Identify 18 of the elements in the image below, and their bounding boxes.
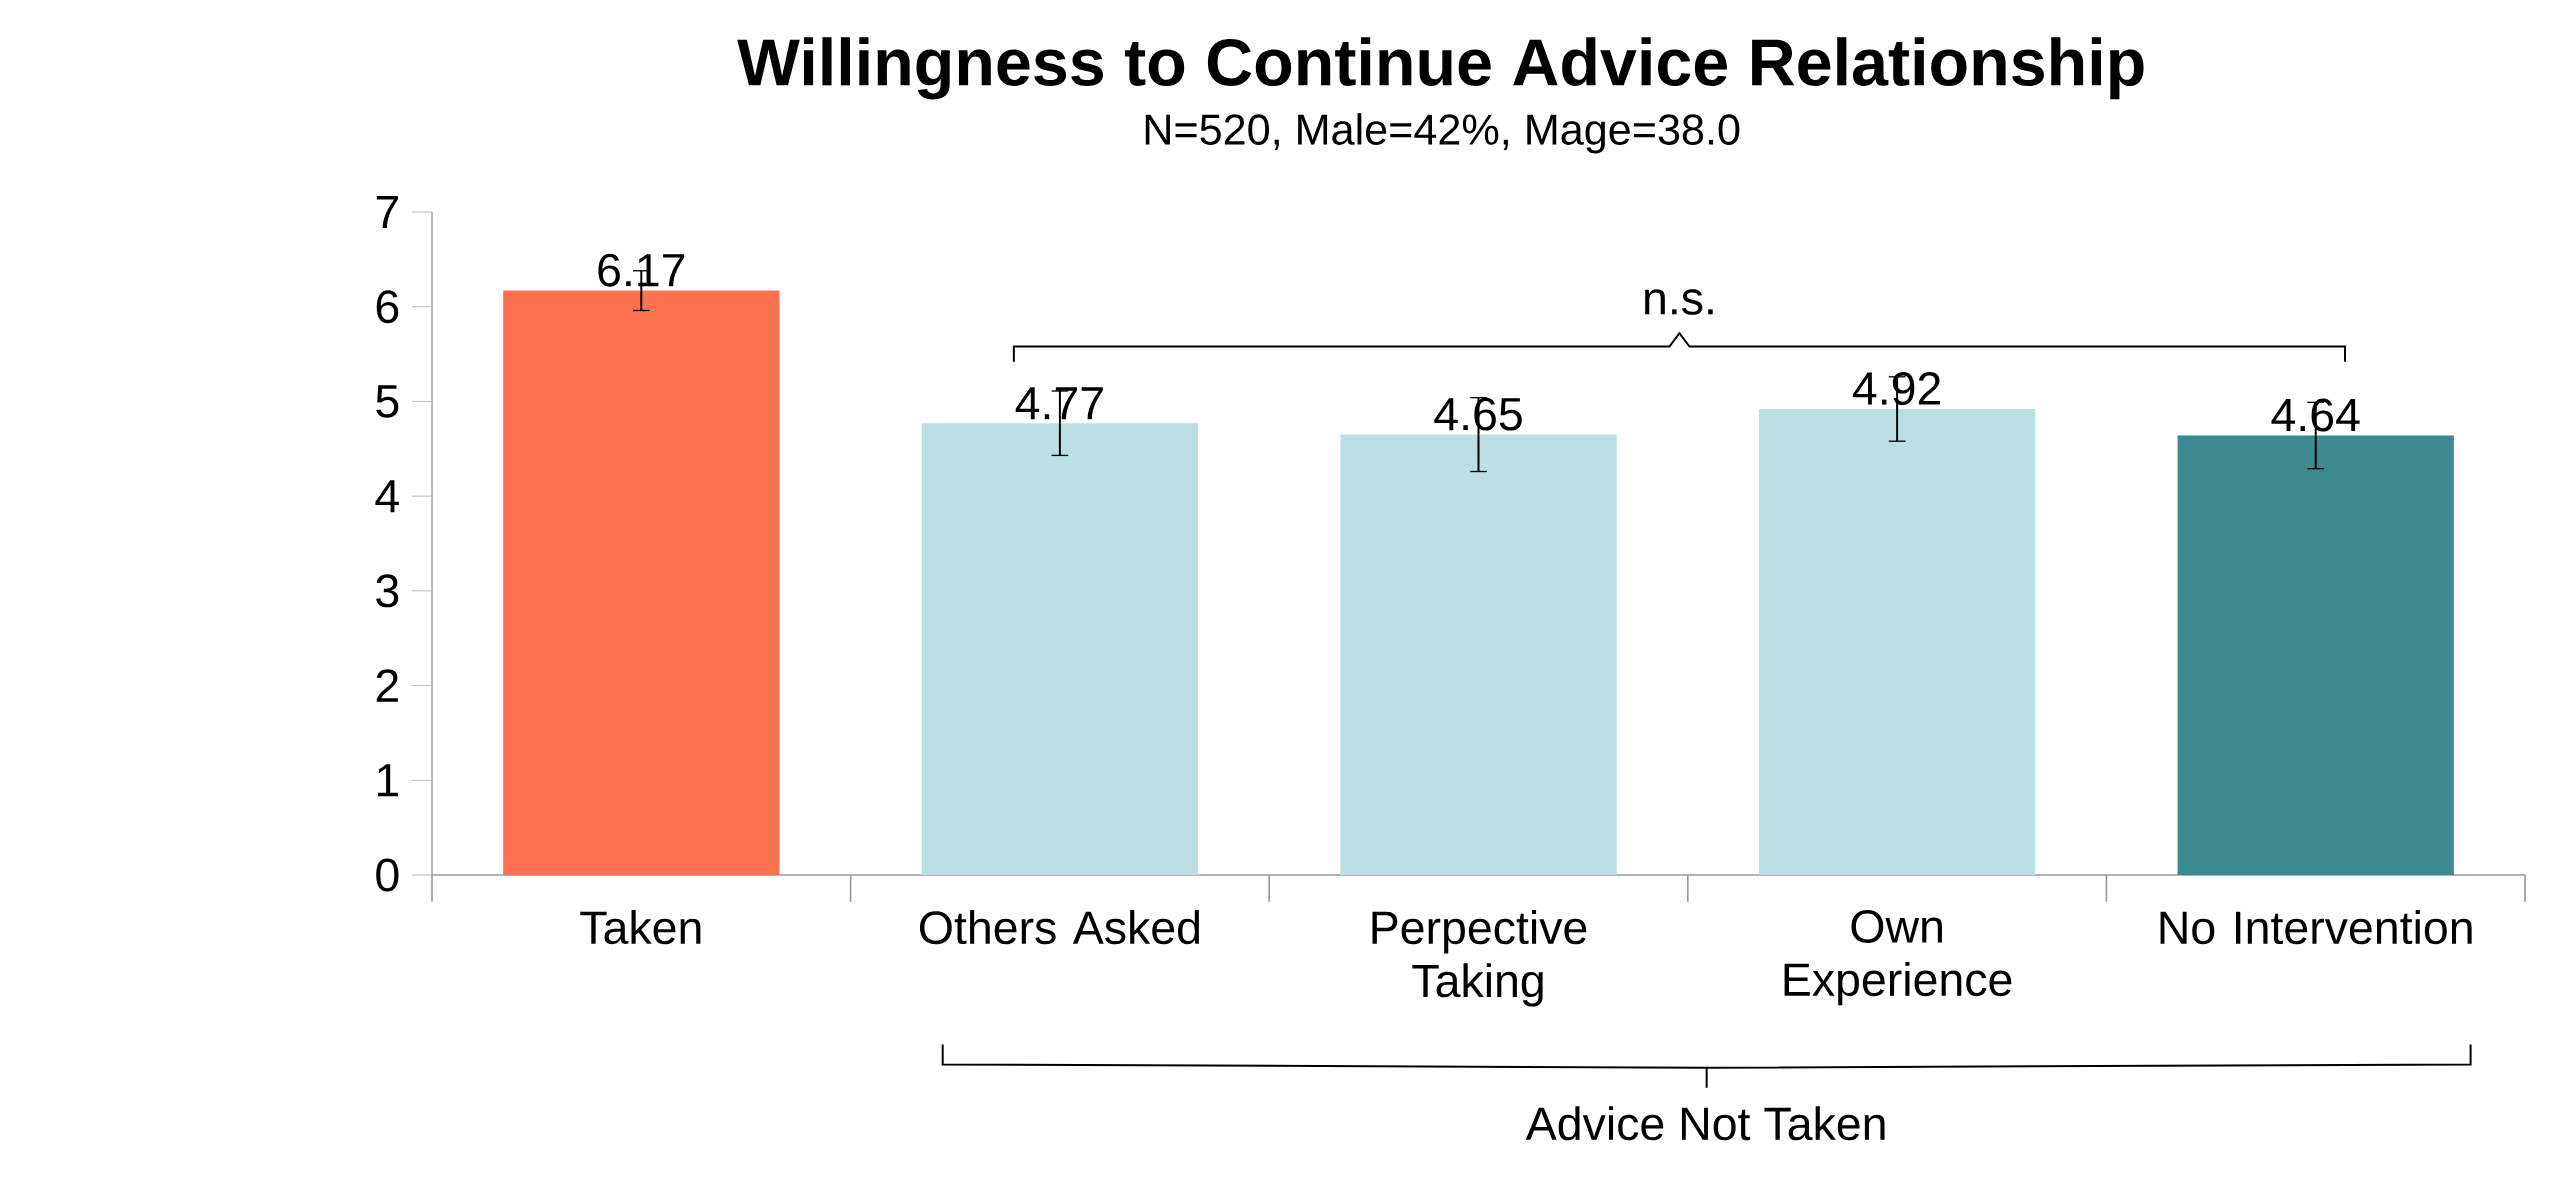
y-tick-label: 1 xyxy=(377,764,398,797)
y-tick-label: 3 xyxy=(376,574,399,608)
x-tick-label: Perpective Taking xyxy=(1372,910,1587,1007)
y-tick-label: 5 xyxy=(376,385,399,418)
y-tick-label: 6 xyxy=(376,290,399,324)
y-tick-label: 4 xyxy=(375,480,399,513)
y-tick-label: 2 xyxy=(376,669,398,702)
chart-title: Willingness to Continue Advice Relationship xyxy=(737,37,2144,100)
x-tick-label: Others Asked xyxy=(919,910,1200,945)
x-tick-label: Own Experience xyxy=(1784,910,2012,1006)
x-tick-label: Taken xyxy=(580,910,701,945)
data-label: 6.17 xyxy=(598,253,685,287)
text: Advice Not Taken xyxy=(1525,1106,1885,1141)
x-tick-label: No Intervention xyxy=(2160,910,2472,945)
y-tick-label: 0 xyxy=(376,858,399,892)
chart-subtitle: N=520, Male=42%, Mage=38.0 xyxy=(1145,113,1740,154)
y-tick-label: 7 xyxy=(376,196,398,228)
annotation: n.s. xyxy=(1645,289,1713,315)
